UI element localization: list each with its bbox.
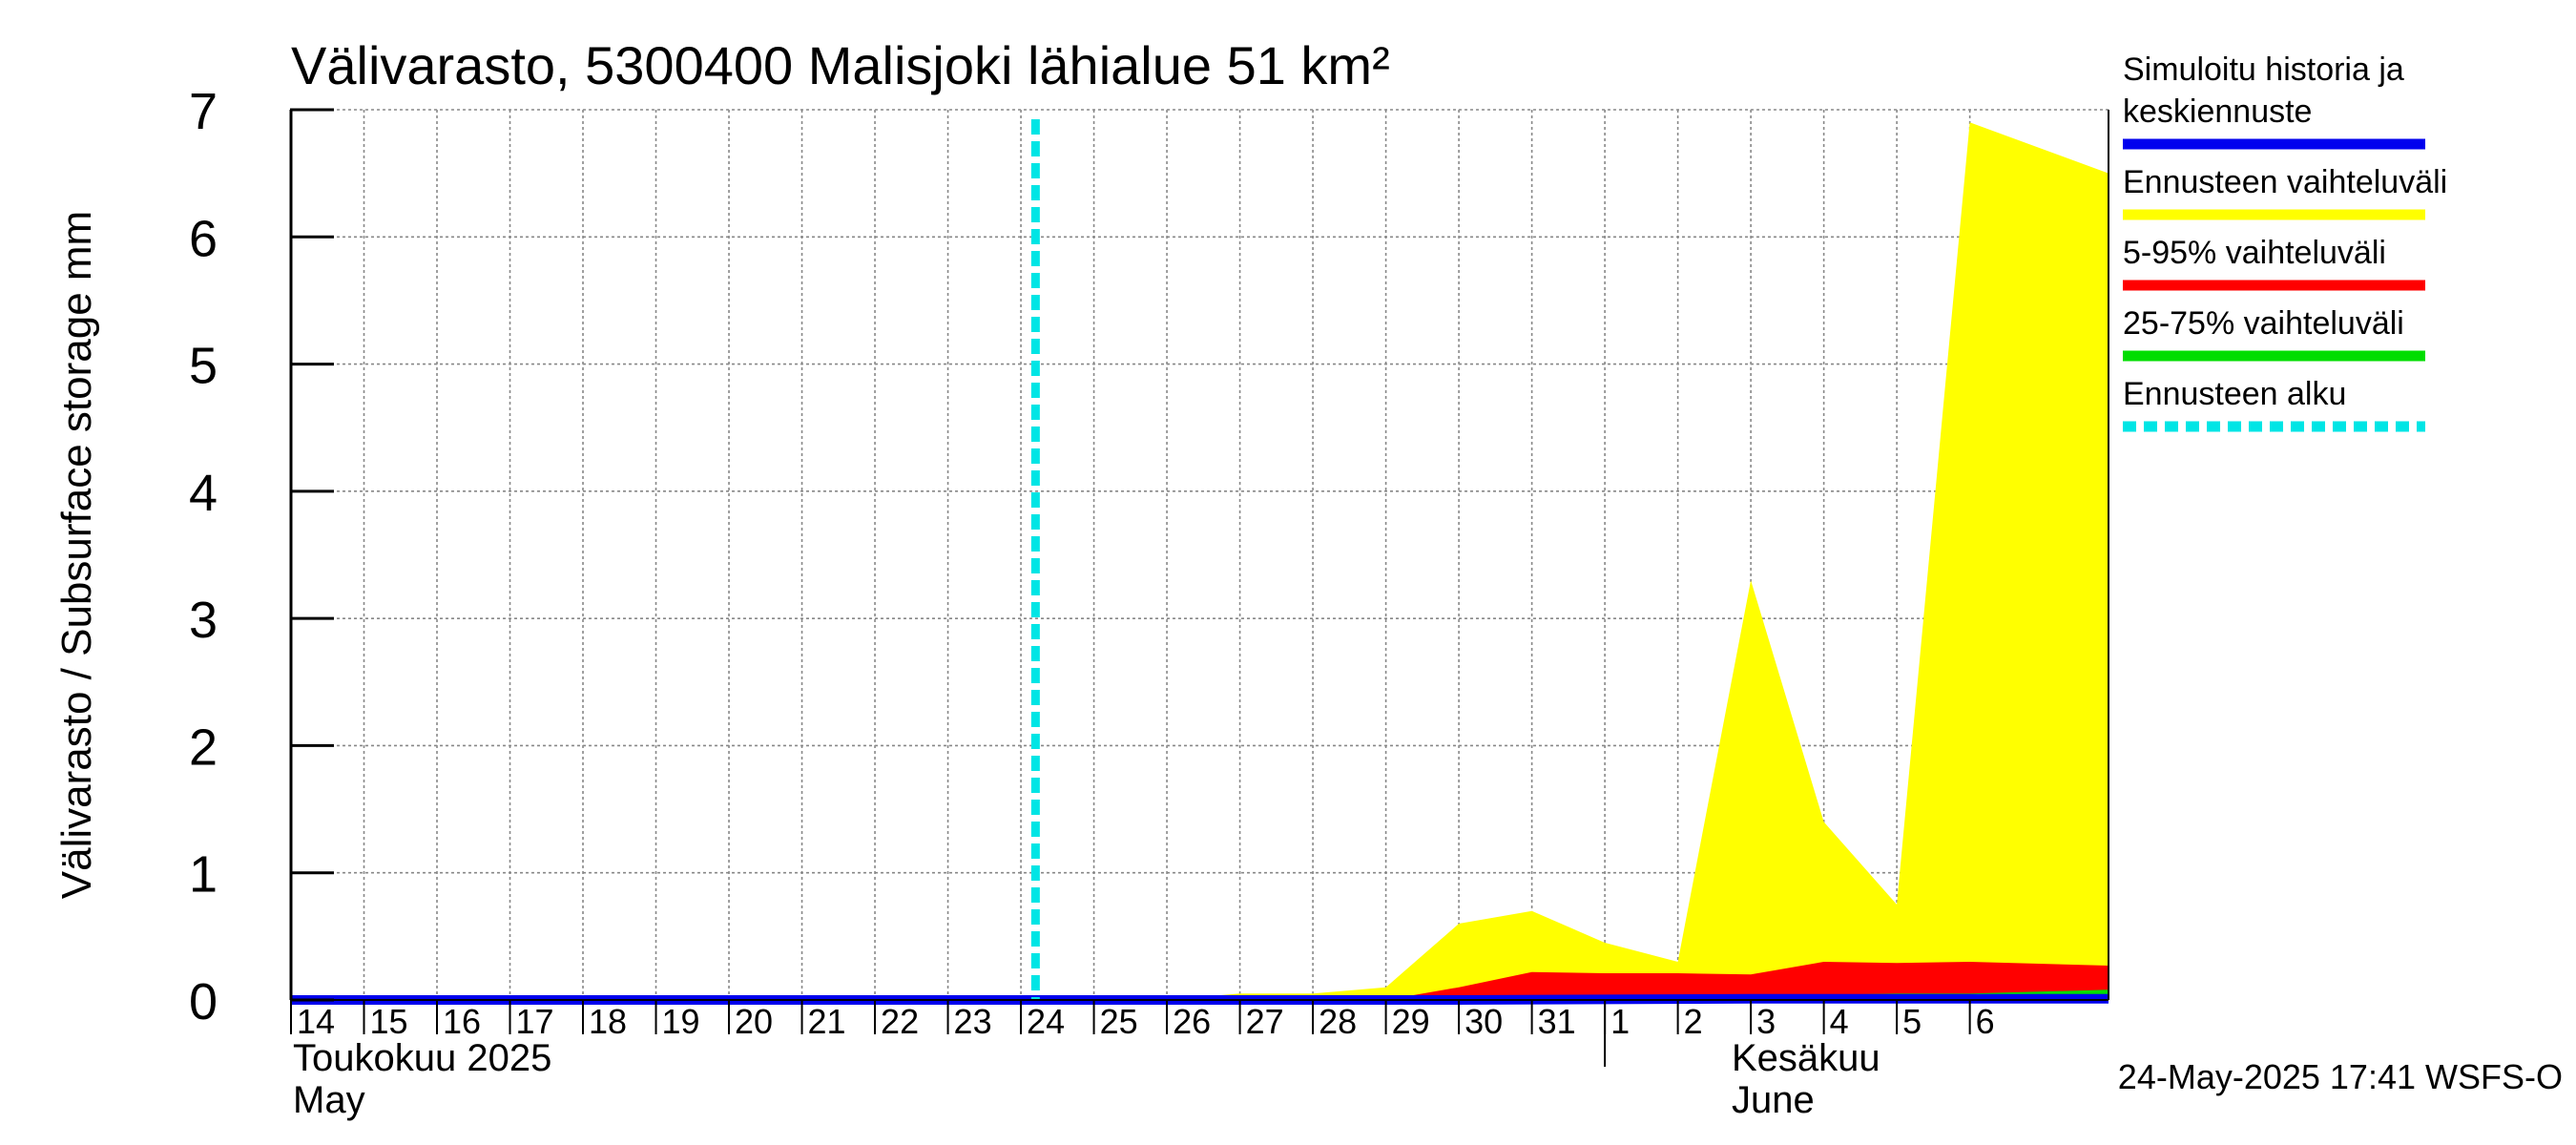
legend-label: 25-75% vaihteluväli (2123, 305, 2404, 342)
x-tick-label: 22 (881, 1002, 919, 1041)
x-tick-label: 18 (589, 1002, 627, 1041)
x-tick-label: 14 (297, 1002, 335, 1041)
legend: Simuloitu historia ja keskiennuste Ennuste… (2123, 52, 2447, 432)
month-label-may-fi: Toukokuu 2025 (293, 1037, 551, 1079)
x-tick-label: 23 (954, 1002, 992, 1041)
x-tick-label: 28 (1319, 1002, 1357, 1041)
x-tick-label: 29 (1392, 1002, 1430, 1041)
y-tick-label: 2 (189, 718, 218, 776)
x-tick-label: 20 (735, 1002, 773, 1041)
series-area-5-95-vaihteluv-li (291, 962, 2109, 1000)
x-tick-label: 24 (1027, 1002, 1065, 1041)
x-tick-label: 17 (516, 1002, 554, 1041)
month-label-june-en: June (1732, 1079, 1815, 1121)
y-tick-label: 0 (189, 973, 218, 1030)
month-label-june-fi: Kesäkuu (1732, 1037, 1880, 1079)
legend-label: 5-95% vaihteluväli (2123, 235, 2386, 271)
legend-label: Simuloitu historia ja (2123, 52, 2404, 88)
y-tick-label: 5 (189, 338, 218, 395)
x-tick-label: 5 (1902, 1002, 1922, 1041)
x-tick-label: 16 (443, 1002, 481, 1041)
month-label-may-en: May (293, 1079, 365, 1121)
footer-timestamp: 24-May-2025 17:41 WSFS-O (2118, 1057, 2563, 1096)
y-tick-label: 7 (189, 83, 218, 140)
x-tick-label: 21 (808, 1002, 846, 1041)
x-tick-label: 19 (662, 1002, 700, 1041)
x-tick-label: 3 (1756, 1002, 1776, 1041)
x-tick-label: 4 (1830, 1002, 1849, 1041)
legend-label: Ennusteen vaihteluväli (2123, 164, 2447, 200)
x-tick-label: 15 (370, 1002, 408, 1041)
y-tick-label: 4 (189, 465, 218, 522)
legend-label: keskiennuste (2123, 94, 2312, 130)
x-tick-label: 1 (1610, 1002, 1630, 1041)
legend-label: Ennusteen alku (2123, 376, 2346, 412)
chart-title: Välivarasto, 5300400 Malisjoki lähialue … (291, 35, 1390, 95)
y-tick-label: 6 (189, 210, 218, 267)
x-tick-label: 25 (1100, 1002, 1138, 1041)
y-tick-label: 1 (189, 846, 218, 904)
x-tick-label: 2 (1684, 1002, 1703, 1041)
x-tick-label: 6 (1976, 1002, 1995, 1041)
x-tick-label: 27 (1246, 1002, 1284, 1041)
x-tick-label: 31 (1538, 1002, 1576, 1041)
y-tick-label: 3 (189, 592, 218, 649)
y-axis-title: Välivarasto / Subsurface storage mm (53, 211, 100, 899)
x-tick-label: 30 (1465, 1002, 1503, 1041)
series-area-ennusteen-vaihteluv-li (291, 122, 2109, 1001)
x-tick-label: 26 (1173, 1002, 1211, 1041)
